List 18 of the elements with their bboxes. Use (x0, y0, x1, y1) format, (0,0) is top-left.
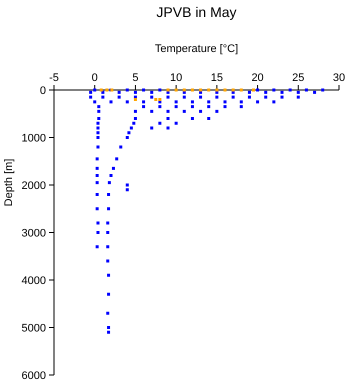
x-tick-label: 30 (332, 72, 346, 84)
y-tick-label: 4000 (22, 275, 46, 287)
y-tick-label: 1000 (22, 132, 46, 144)
x-tick-label: 15 (210, 72, 223, 84)
y-tick-label: 6000 (22, 370, 46, 382)
y-tick-label: 2000 (22, 180, 46, 192)
chart-title: JPVB in May (156, 4, 237, 20)
x-tick-label: 5 (132, 72, 138, 84)
x-tick-label: 25 (292, 72, 304, 84)
x-tick-label: -5 (49, 72, 59, 84)
y-tick-label: 5000 (22, 322, 46, 334)
x-tick-label: 20 (251, 72, 264, 84)
x-tick-label: 0 (92, 72, 98, 84)
x-tick-label: 10 (170, 72, 182, 84)
y-tick-label: 3000 (22, 228, 46, 240)
y-tick-label: 0 (40, 85, 46, 97)
x-axis-title: Temperature [°C] (154, 43, 238, 55)
y-axis-title: Depth [m] (3, 158, 15, 206)
